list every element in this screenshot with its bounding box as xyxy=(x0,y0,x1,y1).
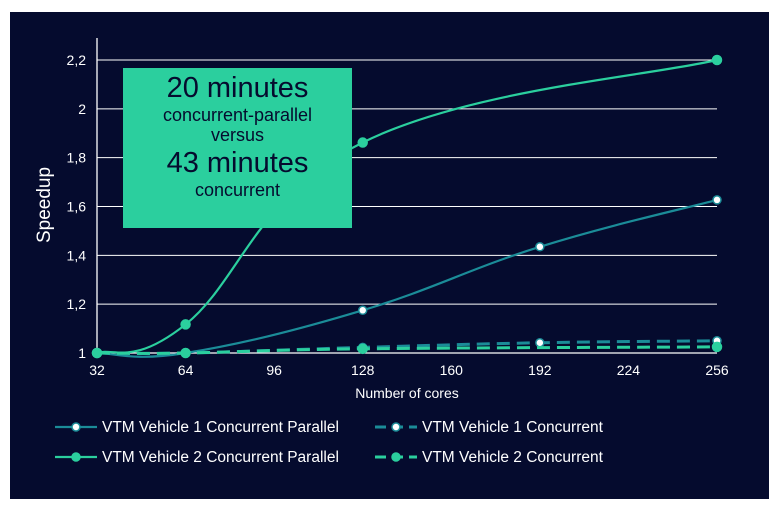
series-1-point xyxy=(712,195,722,205)
series-4-legend-label: VTM Vehicle 2 Concurrent xyxy=(422,449,604,466)
series-2-legend-label: VTM Vehicle 1 Concurrent xyxy=(422,419,604,436)
series-1-point xyxy=(535,242,545,252)
chart-frame: 1 1,2 1,4 1,6 1,8 2 2,2 32 64 96 128 160 192 224 256 … xyxy=(10,12,769,499)
x-tick-label: 160 xyxy=(440,362,464,378)
annotation-callout: 20 minutes concurrent-parallel versus 43… xyxy=(123,68,352,228)
series-4-point xyxy=(180,347,191,359)
y-tick-label: 1,6 xyxy=(67,199,87,215)
x-tick-labels: 32 64 96 128 160 192 224 256 xyxy=(89,362,729,378)
y-tick-label: 2 xyxy=(78,101,86,117)
callout-time-concurrent: 43 minutes xyxy=(166,147,309,179)
series-3-legend-label: VTM Vehicle 2 Concurrent Parallel xyxy=(102,449,339,466)
y-tick-label: 1,8 xyxy=(67,150,87,166)
x-tick-label: 256 xyxy=(705,362,729,378)
series-1-legend-marker xyxy=(71,422,81,432)
callout-time-parallel: 20 minutes xyxy=(166,72,309,104)
y-axis-title: Speedup xyxy=(34,167,55,243)
x-tick-label: 64 xyxy=(178,362,194,378)
legend: VTM Vehicle 1 Concurrent Parallel VTM Veh… xyxy=(55,419,604,466)
speedup-line-chart: 11,21,41,61,822,2 32 64 96 128 160 192 224 256 … xyxy=(34,38,729,466)
x-tick-label: 128 xyxy=(351,362,375,378)
series-3-point xyxy=(711,54,723,66)
series-3-point xyxy=(180,319,191,330)
x-axis-title: Number of cores xyxy=(355,385,458,401)
series-2-point xyxy=(535,337,545,348)
series-3-point xyxy=(357,137,368,148)
series-1-point xyxy=(357,305,368,316)
callout-label-parallel: concurrent-parallel xyxy=(162,105,313,125)
callout-label-concurrent: concurrent xyxy=(194,180,281,200)
y-tick-label: 1 xyxy=(78,345,86,361)
series-1-line xyxy=(96,198,718,358)
series-1-legend-label: VTM Vehicle 1 Concurrent Parallel xyxy=(102,419,339,436)
series-4-point xyxy=(711,341,723,353)
x-tick-label: 32 xyxy=(89,362,105,378)
series-4-point xyxy=(91,347,103,359)
series-2-legend-marker xyxy=(391,422,401,432)
x-tick-label: 224 xyxy=(617,362,641,378)
y-tick-label: 2,2 xyxy=(67,52,87,68)
x-tick-label: 192 xyxy=(528,362,552,378)
y-tick-label: 1,4 xyxy=(67,247,87,263)
series-3-legend-marker xyxy=(71,452,81,462)
series-4-line xyxy=(96,345,718,355)
callout-versus: versus xyxy=(210,125,264,145)
series-4-legend-marker xyxy=(391,452,401,462)
y-tick-labels: 1 1,2 1,4 1,6 1,8 2 2,2 xyxy=(67,52,87,361)
series-2-line xyxy=(96,339,718,355)
y-tick-label: 1,2 xyxy=(67,296,87,312)
x-tick-label: 96 xyxy=(266,362,282,378)
series-4-point xyxy=(357,343,368,355)
